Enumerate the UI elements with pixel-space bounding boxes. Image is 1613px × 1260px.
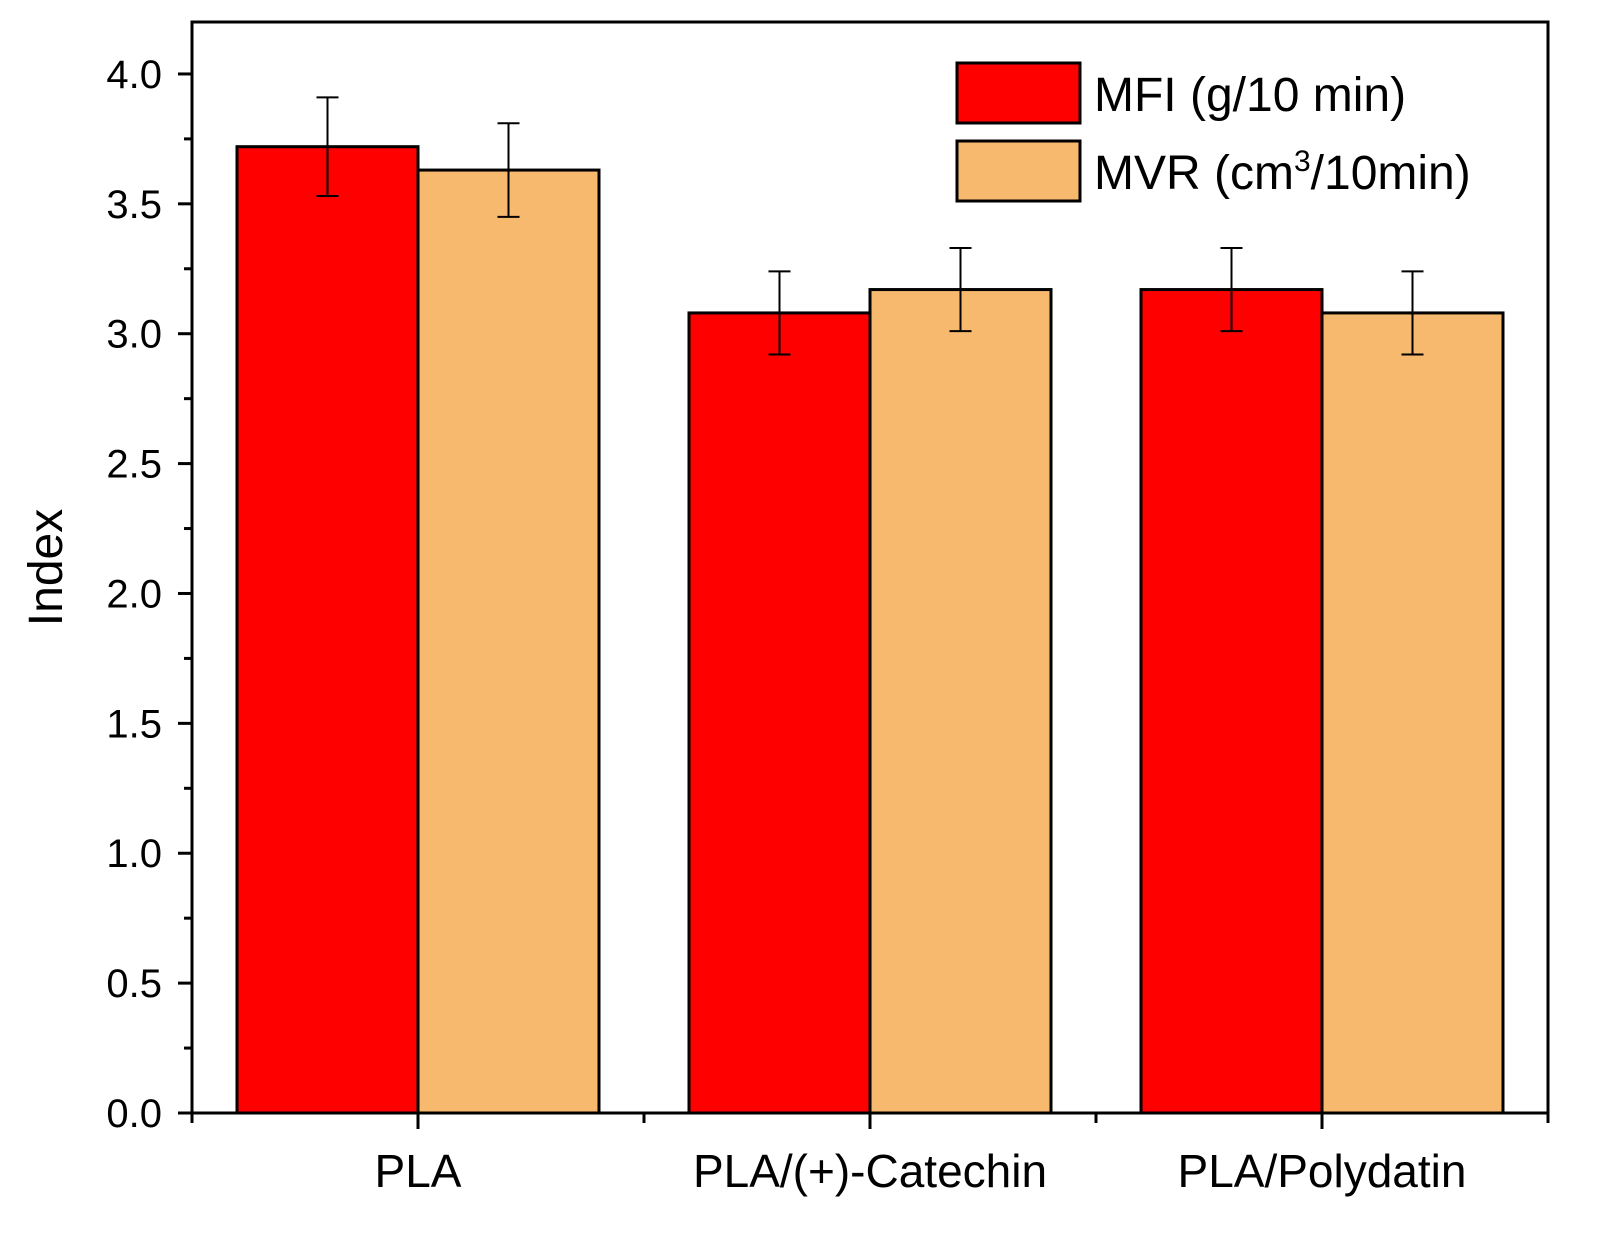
y-axis-title: Index xyxy=(20,509,73,626)
legend: MFI (g/10 min) MVR (cm3/10min) xyxy=(955,61,1471,203)
x-category-label: PLA/Polydatin xyxy=(1178,1145,1467,1197)
y-tick-label: 0.5 xyxy=(106,962,162,1006)
y-tick-label: 1.0 xyxy=(106,832,162,876)
bars-layer xyxy=(235,145,1505,1115)
y-tick-label: 3.0 xyxy=(106,313,162,357)
x-category-label: PLA/(+)-Catechin xyxy=(693,1145,1047,1197)
bar-mfi xyxy=(235,145,420,1115)
legend-label-mvr: MVR (cm3/10min) xyxy=(1094,145,1471,200)
legend-swatch-mvr xyxy=(955,139,1082,203)
y-tick-label: 3.5 xyxy=(106,183,162,227)
y-tick-label: 0.0 xyxy=(106,1092,162,1136)
error-bars-layer xyxy=(316,96,1424,356)
y-tick-label: 2.0 xyxy=(106,572,162,616)
bar-mvr xyxy=(1320,311,1505,1115)
y-tick-label: 2.5 xyxy=(106,443,162,487)
legend-swatch-mfi xyxy=(955,61,1082,125)
x-category-label: PLA xyxy=(375,1145,462,1197)
bar-mvr xyxy=(868,288,1053,1115)
bar-mfi xyxy=(687,311,872,1115)
y-tick-label: 4.0 xyxy=(106,53,162,97)
legend-label-mfi: MFI (g/10 min) xyxy=(1094,69,1406,122)
bar-mfi xyxy=(1139,288,1324,1115)
axes-layer: 0.0 0.5 1.0 1.5 2.0 2.5 3.0 3.5 4.0 PLA PLA/(+)-Ca… xyxy=(106,53,1550,1197)
y-tick-label: 1.5 xyxy=(106,702,162,746)
bar-mvr xyxy=(416,168,601,1115)
